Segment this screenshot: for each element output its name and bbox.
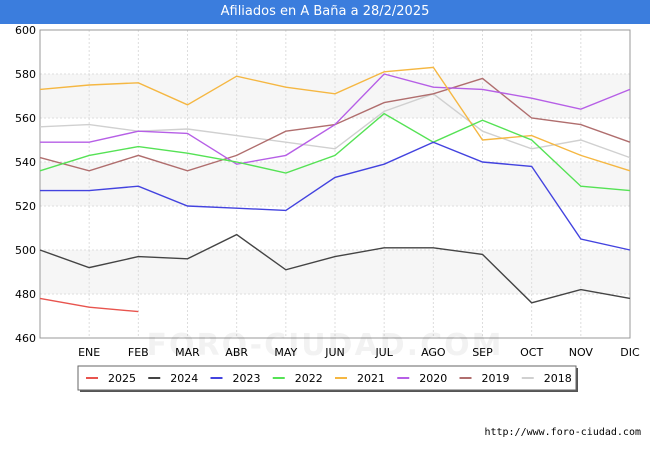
y-tick-label: 580 (15, 68, 36, 81)
x-tick-label: JUL (374, 346, 393, 359)
series-line-2024 (39, 233, 631, 304)
series-line-2022 (39, 112, 631, 192)
legend-box (77, 365, 577, 391)
legend-label-2023: 2023 (233, 372, 261, 385)
series-line-2021 (39, 66, 631, 172)
legend-label-2020: 2020 (419, 372, 447, 385)
x-tick-label: SEP (472, 346, 493, 359)
chart-title: Afiliados en A Baña a 28/2/2025 (0, 0, 650, 24)
x-tick-label: NOV (569, 346, 594, 359)
y-tick-label: 600 (15, 24, 36, 37)
x-tick-label: DIC (620, 346, 640, 359)
legend-label-2019: 2019 (482, 372, 510, 385)
series-line-2020 (40, 73, 631, 165)
y-tick-label: 540 (15, 156, 36, 169)
x-tick-label: JUN (324, 346, 345, 359)
y-tick-label: 560 (15, 112, 36, 125)
legend-label-2025: 2025 (108, 372, 136, 385)
legend-label-2022: 2022 (295, 372, 323, 385)
x-tick-label: FEB (128, 346, 149, 359)
x-tick-label: MAY (274, 346, 297, 359)
plot-frame (39, 29, 631, 339)
x-tick-label: MAR (175, 346, 200, 359)
legend-label-2018: 2018 (544, 372, 572, 385)
source-url: http://www.foro-ciudad.com (484, 427, 641, 438)
series-line-2023 (40, 141, 631, 251)
x-tick-label: OCT (520, 346, 543, 359)
y-tick-label: 500 (15, 244, 36, 257)
y-tick-label: 460 (15, 332, 36, 345)
series-line-2025 (39, 297, 139, 313)
legend-label-2024: 2024 (170, 372, 198, 385)
y-tick-label: 480 (15, 288, 36, 301)
line-chart: 460 480 500 520 540 560 580 600 ENE FEB MAR ABR MAY J… (15, 24, 640, 392)
x-tick-label: ABR (225, 346, 248, 359)
y-tick-label: 520 (15, 200, 36, 213)
legend-label-2021: 2021 (357, 372, 385, 385)
x-tick-label: AGO (421, 346, 446, 359)
x-tick-label: ENE (78, 346, 100, 359)
